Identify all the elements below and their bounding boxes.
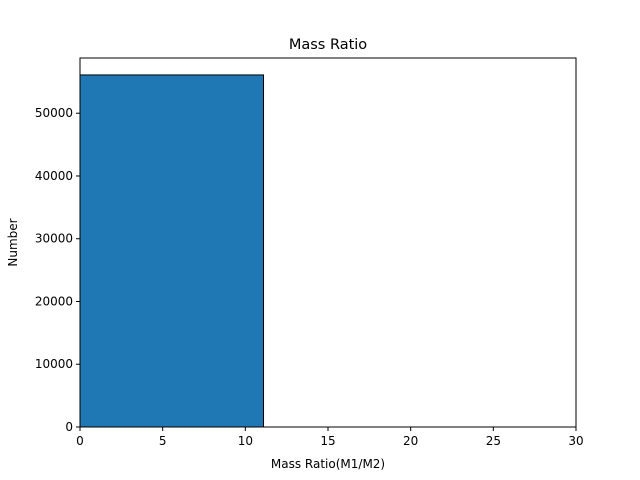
y-axis-label: Number [6,218,20,266]
x-tick-label: 25 [486,434,501,448]
y-tick-label: 40000 [35,169,73,183]
y-axis-ticks: 0 10000 20000 30000 40000 50000 [35,106,80,434]
plot-frame [79,57,577,428]
y-tick-label: 0 [65,420,73,434]
histogram-bar-0 [79,74,265,428]
x-tick-label: 0 [76,434,84,448]
x-axis-ticks: 0 5 10 15 20 25 30 [76,427,584,448]
bars-group [79,74,265,428]
y-tick-label: 30000 [35,232,73,246]
x-tick-label: 30 [568,434,583,448]
x-tick-label: 15 [320,434,335,448]
y-tick-label: 20000 [35,294,73,308]
chart-title: Mass Ratio [289,37,367,53]
y-tick-label: 10000 [35,357,73,371]
x-tick-label: 5 [159,434,167,448]
x-axis-label: Mass Ratio(M1/M2) [271,457,385,471]
x-tick-label: 20 [403,434,418,448]
x-tick-label: 10 [238,434,253,448]
y-tick-label: 50000 [35,106,73,120]
